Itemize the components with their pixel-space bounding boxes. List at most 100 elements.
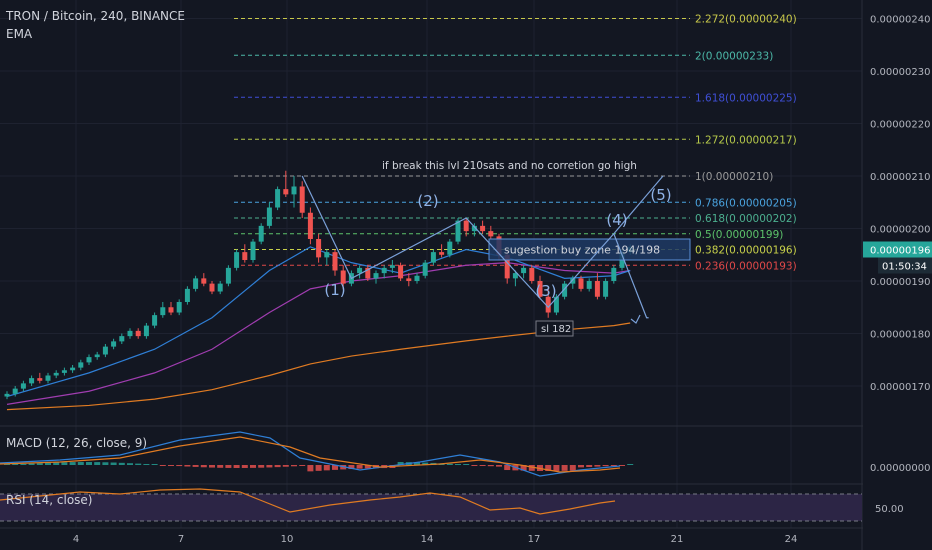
macd-bar-64 <box>528 465 535 471</box>
candle-body-63 <box>521 267 527 274</box>
macd-bar-56 <box>463 464 470 465</box>
wave-label-1: (1) <box>324 281 345 299</box>
macd-bar-63 <box>520 465 527 471</box>
candle-body-48 <box>398 265 404 279</box>
candle-body-67 <box>553 296 559 313</box>
macd-bar-37 <box>307 465 314 472</box>
symbol-title[interactable]: TRON / Bitcoin, 240, BINANCE <box>6 9 185 23</box>
candle-body-36 <box>299 186 305 213</box>
x-tick-1: 7 <box>178 534 184 545</box>
price-tick-0: 0.00000240 <box>870 15 930 26</box>
candle-body-34 <box>283 189 289 195</box>
macd-bar-24 <box>200 465 207 468</box>
candle-body-7 <box>61 370 67 373</box>
macd-bar-30 <box>250 465 256 468</box>
candle-body-14 <box>119 336 125 342</box>
macd-line <box>0 431 621 477</box>
candle-body-57 <box>471 225 477 232</box>
price-tick-1: 0.00000230 <box>870 67 930 78</box>
macd-bar-32 <box>266 465 273 468</box>
macd-bar-54 <box>446 463 453 465</box>
candle-body-8 <box>70 367 76 371</box>
candle-body-51 <box>422 262 428 276</box>
candle-body-70 <box>578 278 584 289</box>
candle-body-37 <box>307 212 313 239</box>
x-tick-5: 21 <box>671 534 684 545</box>
macd-bar-39 <box>323 465 330 471</box>
macd-bar-73 <box>602 465 609 467</box>
candle-body-54 <box>447 241 453 255</box>
break-level-note: if break this lvl 210sats and no correti… <box>382 160 637 172</box>
countdown-text: 01:50:34 <box>882 262 927 273</box>
macd-bar-23 <box>192 465 199 467</box>
rsi-indicator-label[interactable]: RSI (14, close) <box>6 493 93 507</box>
candle-body-5 <box>45 375 51 381</box>
macd-bar-0 <box>4 464 10 465</box>
rsi-pane <box>0 488 616 515</box>
macd-bar-27 <box>225 465 232 468</box>
ema-indicator-label[interactable]: EMA <box>6 27 33 41</box>
price-tick-7: 0.00000170 <box>870 382 930 393</box>
candle-body-15 <box>127 330 133 337</box>
buy-zone-label: sugestion buy zone 194/198 <box>504 244 660 257</box>
candle-body-33 <box>275 189 281 208</box>
candle-body-11 <box>94 354 100 358</box>
wave-label-4: (4) <box>606 211 627 229</box>
indicator-bands <box>0 493 862 522</box>
macd-signal-line <box>0 436 621 473</box>
down-arrow-head <box>630 314 641 324</box>
candle-body-24 <box>201 278 207 284</box>
macd-bar-12 <box>102 462 109 465</box>
macd-bar-36 <box>299 465 306 466</box>
fib-label-4: 1(0.00000210) <box>695 171 773 183</box>
macd-bar-60 <box>496 465 502 467</box>
x-tick-0: 4 <box>73 534 79 545</box>
macd-bar-6 <box>53 462 60 465</box>
price-tick-5: 0.00000190 <box>870 277 930 288</box>
stop-loss-box <box>535 320 574 337</box>
macd-bar-57 <box>471 465 478 466</box>
candle-body-10 <box>86 357 92 363</box>
macd-bar-44 <box>364 465 371 469</box>
macd-bar-21 <box>176 465 183 467</box>
candle-body-21 <box>176 302 182 313</box>
macd-bar-20 <box>168 465 174 466</box>
x-tick-4: 17 <box>528 534 541 545</box>
macd-bar-22 <box>184 465 191 467</box>
macd-bar-4 <box>36 463 43 465</box>
candle-body-17 <box>143 325 149 337</box>
candle-body-43 <box>357 267 363 274</box>
macd-bar-14 <box>118 462 125 465</box>
fib-label-7: 0.5(0.00000199) <box>695 229 783 241</box>
candle-body-65 <box>537 281 543 297</box>
macd-bar-68 <box>561 465 568 471</box>
macd-bar-28 <box>233 465 240 468</box>
candle-body-69 <box>570 278 576 284</box>
macd-bar-25 <box>209 465 215 468</box>
macd-bar-70 <box>578 465 584 468</box>
candle-body-9 <box>78 362 84 368</box>
fib-label-6: 0.618(0.00000202) <box>695 213 797 225</box>
macd-bar-43 <box>356 465 363 469</box>
ema-fast-line <box>6 246 631 398</box>
candle-body-71 <box>586 281 592 289</box>
candle-body-40 <box>332 252 338 271</box>
candle-body-35 <box>291 186 297 195</box>
macd-bar-35 <box>291 465 297 467</box>
candle-body-53 <box>439 252 445 255</box>
wave-label-5: (5) <box>650 186 671 204</box>
x-tick-6: 24 <box>785 534 798 545</box>
macd-bar-19 <box>159 465 166 466</box>
price-tick-6: 0.00000180 <box>870 330 930 341</box>
candle-body-3 <box>29 378 35 384</box>
macd-indicator-label[interactable]: MACD (12, 26, close, 9) <box>6 436 148 450</box>
macd-bar-13 <box>110 462 117 465</box>
fib-label-3: 1.272(0.00000217) <box>695 134 797 146</box>
macd-bar-66 <box>545 465 552 471</box>
wave-label-2: (2) <box>417 192 438 210</box>
x-tick-2: 10 <box>281 534 294 545</box>
elliott-wave-path <box>301 175 664 309</box>
macd-bar-33 <box>274 465 281 468</box>
candle-body-61 <box>504 254 510 279</box>
